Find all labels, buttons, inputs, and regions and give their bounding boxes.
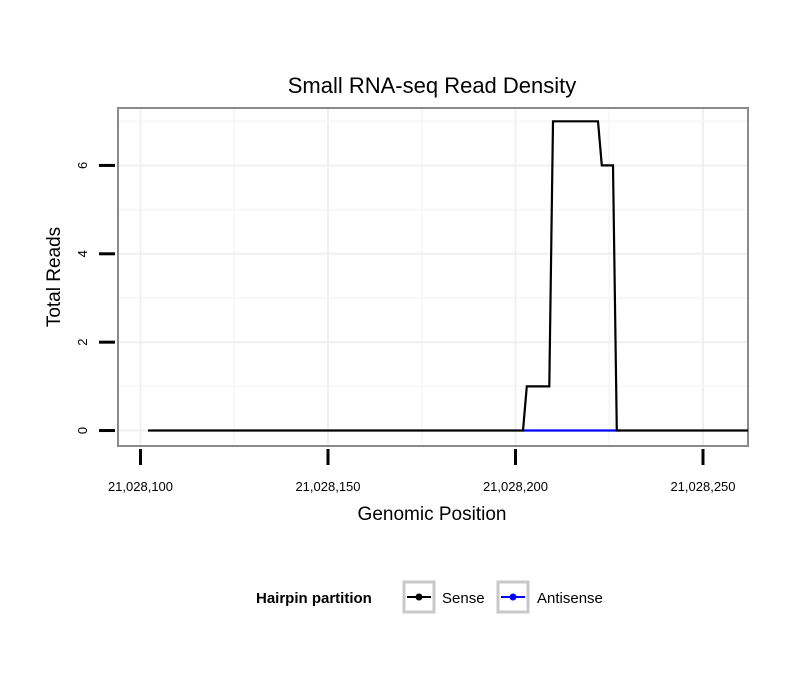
x-tick-label: 21,028,150 bbox=[295, 479, 360, 494]
x-tick-label: 21,028,250 bbox=[670, 479, 735, 494]
x-tick-label: 21,028,100 bbox=[108, 479, 173, 494]
y-tick-label: 0 bbox=[75, 427, 90, 434]
y-axis-title: Total Reads bbox=[44, 227, 65, 327]
y-tick-label: 6 bbox=[75, 162, 90, 169]
legend-label-antisense: Antisense bbox=[537, 590, 603, 607]
legend-item-antisense: Antisense bbox=[496, 580, 603, 614]
plot-panel bbox=[117, 107, 749, 447]
legend-dot-sense bbox=[415, 593, 423, 601]
x-axis: 21,028,100 21,028,150 21,028,200 21,028,250 bbox=[108, 449, 736, 494]
legend: Hairpin partition Sense Antisense bbox=[256, 580, 603, 614]
series-line-sense bbox=[148, 120, 748, 432]
y-tick-label: 2 bbox=[75, 339, 90, 346]
legend-dot-antisense bbox=[509, 593, 517, 601]
legend-item-sense: Sense bbox=[402, 580, 485, 614]
x-tick-label: 21,028,200 bbox=[483, 479, 548, 494]
y-tick-label: 4 bbox=[75, 250, 90, 257]
series-layer bbox=[148, 120, 748, 432]
legend-title: Hairpin partition bbox=[256, 590, 372, 607]
grid bbox=[118, 108, 748, 446]
chart-title: Small RNA-seq Read Density bbox=[288, 73, 577, 98]
legend-label-sense: Sense bbox=[442, 590, 485, 607]
x-axis-title: Genomic Position bbox=[358, 504, 507, 525]
y-axis: 0 2 4 6 bbox=[75, 162, 115, 434]
